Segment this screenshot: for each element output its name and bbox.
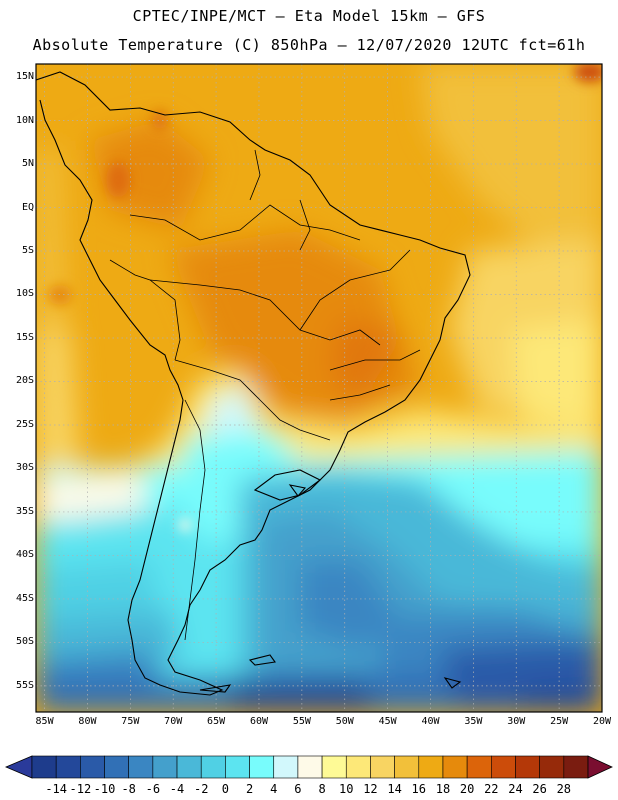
lat-label: 10N: [15, 114, 34, 126]
lon-label: 55W: [292, 716, 311, 727]
lat-label: 50S: [15, 636, 34, 648]
lon-label: 35W: [464, 716, 483, 727]
colorbar-label: -4: [169, 782, 185, 796]
colorbar-segment: [297, 755, 323, 779]
colorbar-label: 18: [435, 782, 451, 796]
colorbar-segment: [225, 755, 250, 779]
lat-label: 40S: [15, 549, 34, 561]
lon-label: 50W: [335, 716, 354, 727]
lat-label: 45S: [15, 592, 34, 604]
colorbar-label: 28: [556, 782, 572, 796]
colorbar-label: 10: [339, 782, 354, 796]
colorbar-segment: [176, 755, 202, 779]
colorbar-arrow-high: [587, 755, 613, 779]
colorbar-label: -12: [69, 782, 92, 796]
temperature-map: [35, 63, 603, 713]
lat-label: 25S: [15, 418, 34, 430]
lat-label: 35S: [15, 505, 34, 517]
lat-lon-grid: [36, 64, 602, 712]
lon-label: 30W: [507, 716, 526, 727]
lon-label: 80W: [78, 716, 97, 727]
lon-label: 40W: [421, 716, 440, 727]
colorbar-label: -6: [145, 782, 161, 796]
colorbar-segment: [418, 755, 444, 779]
lon-label: 85W: [35, 716, 54, 727]
coastlines: [36, 71, 471, 696]
colorbar-label: 22: [484, 782, 499, 796]
lat-label: 30S: [15, 462, 34, 474]
lon-label: 60W: [249, 716, 268, 727]
colorbar-label: 12: [363, 782, 378, 796]
colorbar-label: -14: [45, 782, 68, 796]
lon-label: 65W: [207, 716, 226, 727]
lat-label: 15N: [15, 71, 34, 83]
colorbar-segment: [273, 755, 299, 779]
lon-label: 25W: [550, 716, 569, 727]
colorbar-segment: [515, 755, 540, 779]
lat-label: 5S: [21, 245, 34, 256]
colorbar-segment: [128, 755, 154, 779]
temperature-field: [36, 64, 602, 712]
colorbar-segment: [104, 755, 129, 779]
colorbar-segment: [152, 755, 178, 779]
colorbar-segment: [442, 755, 468, 779]
colorbar-label: 14: [387, 782, 402, 796]
colorbar-segment: [539, 755, 565, 779]
colorbar-arrow-low: [4, 755, 33, 779]
colorbar-segment: [55, 755, 81, 779]
lat-label: EQ: [21, 201, 34, 213]
colorbar-label: -2: [193, 782, 209, 796]
colorbar-label: 8: [318, 782, 326, 796]
lat-label: 20S: [15, 375, 34, 387]
colorbar-label: 16: [411, 782, 426, 796]
lat-label: 5N: [21, 158, 34, 170]
country-borders: [109, 149, 421, 641]
colorbar-segment: [321, 755, 347, 779]
title-line-2: Absolute Temperature (C) 850hPa – 12/07/…: [32, 36, 586, 54]
lon-label: 45W: [378, 716, 397, 727]
colorbar-label: 26: [532, 782, 547, 796]
colorbar-segment: [249, 755, 275, 779]
colorbar-label: 4: [270, 782, 278, 796]
colorbar-label: 0: [221, 782, 229, 796]
colorbar-label: 20: [459, 782, 475, 796]
colorbar-label: -8: [121, 782, 136, 796]
lat-label: 55S: [15, 679, 34, 691]
title-line-1: CPTEC/INPE/MCT – Eta Model 15km – GFS: [132, 7, 486, 25]
colorbar-segment: [80, 755, 105, 779]
colorbar-segment: [491, 755, 516, 779]
lon-label: 20W: [592, 716, 612, 727]
colorbar-label: 2: [245, 782, 254, 796]
lon-label: 75W: [121, 716, 140, 727]
map-frame: [35, 63, 603, 713]
colorbar-segment: [345, 755, 371, 779]
colorbar-segment: [563, 755, 589, 779]
colorbar-segment: [394, 755, 420, 779]
colorbar-segment: [31, 755, 57, 779]
colorbar-segment: [200, 755, 226, 779]
lat-label: 10S: [15, 288, 34, 300]
colorbar-segment: [466, 755, 492, 779]
colorbar-label: 6: [294, 782, 302, 796]
colorbar-segment: [370, 755, 395, 779]
colorbar-label: -10: [93, 782, 116, 796]
lon-label: 70W: [164, 716, 183, 727]
temperature-colorbar: [4, 755, 613, 779]
lat-label: 15S: [15, 331, 34, 343]
colorbar-label: 24: [508, 782, 523, 796]
